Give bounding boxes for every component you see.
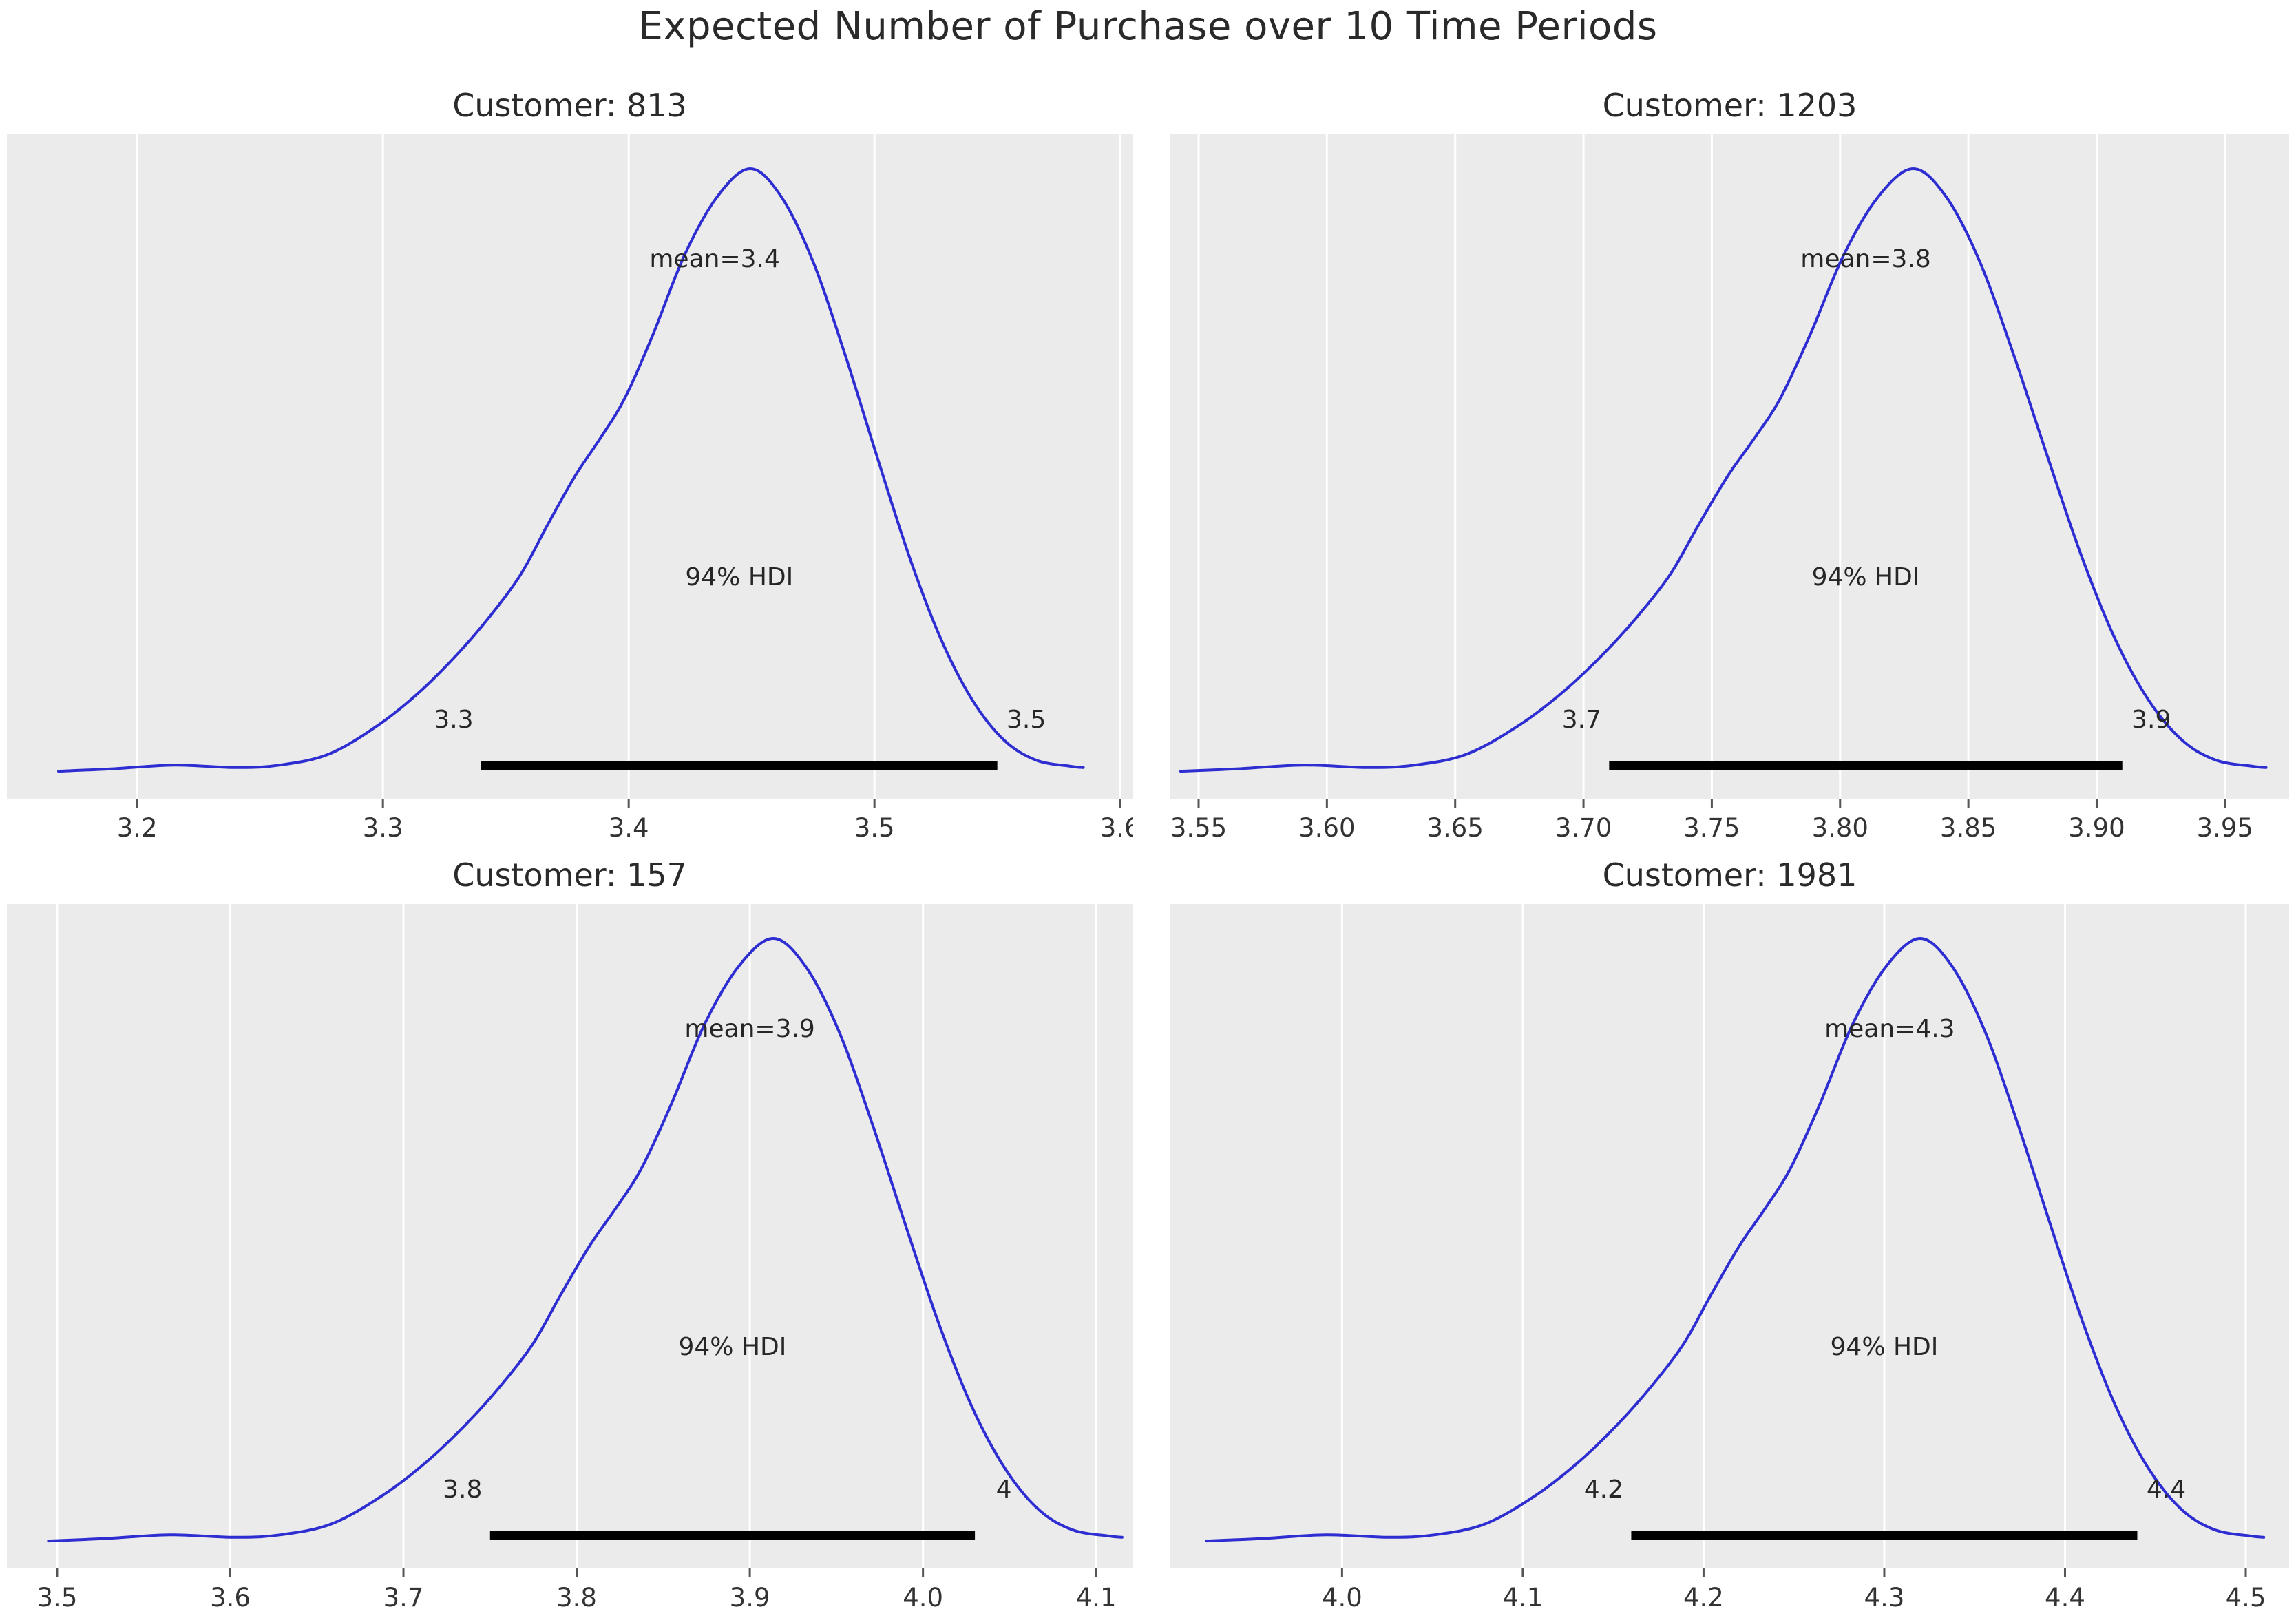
hdi-upper-value: 4	[996, 1475, 1012, 1504]
kde-curve	[57, 167, 1085, 773]
x-tick-label: 4.2	[1683, 1583, 1724, 1612]
x-tick-label: 3.7	[383, 1583, 424, 1612]
x-tick-label: 3.6	[1100, 813, 1133, 842]
mean-label: mean=3.8	[1800, 245, 1931, 273]
mean-label: mean=3.9	[684, 1015, 815, 1043]
plot-area: 4.0 4.1 4.2 4.3 4.4 4.5 mean=4.3 94% HDI 4.2 4.4	[1170, 904, 2289, 1612]
x-tick-label: 3.95	[2197, 813, 2253, 842]
plot-background	[1170, 134, 2289, 799]
hdi-label: 94% HDI	[1812, 563, 1920, 591]
x-tick-label: 4.3	[1864, 1583, 1905, 1612]
x-tick-label: 3.70	[1555, 813, 1612, 842]
hdi-lower-value: 3.8	[443, 1475, 482, 1504]
hdi-upper-value: 4.4	[2147, 1475, 2186, 1504]
plot-area: 3.5 3.6 3.7 3.8 3.9 4.0 4.1 mean=3.9 94% HDI 3.8 4	[7, 904, 1133, 1612]
figure-title: Expected Number of Purchase over 10 Time…	[638, 4, 1658, 49]
x-tick-label: 4.1	[1076, 1583, 1117, 1612]
x-tick-label: 3.75	[1683, 813, 1740, 842]
x-tick-label: 3.4	[609, 813, 649, 842]
kde-curve	[1179, 167, 2268, 773]
hdi-bar	[481, 761, 998, 770]
hdi-bar	[1609, 761, 2123, 770]
mean-label: mean=4.3	[1824, 1015, 1955, 1043]
x-tick-label: 3.3	[363, 813, 403, 842]
subplot-title-customer-157: Customer: 157	[452, 857, 687, 894]
x-tick-label: 3.65	[1427, 813, 1484, 842]
mean-label: mean=3.4	[649, 245, 780, 273]
hdi-lower-value: 3.3	[434, 706, 473, 734]
x-tick-label: 3.60	[1298, 813, 1355, 842]
x-tick-label: 3.6	[210, 1583, 251, 1612]
kde-curve	[1205, 936, 2266, 1543]
hdi-lower-value: 3.7	[1562, 706, 1601, 734]
hdi-bar	[489, 1531, 976, 1540]
hdi-label: 94% HDI	[1831, 1333, 1939, 1361]
plot-background	[7, 134, 1133, 799]
plot-area: 3.2 3.3 3.4 3.5 3.6 mean=3.4 94% HDI 3.3 3.5	[7, 134, 1133, 842]
x-tick-label: 3.2	[117, 813, 158, 842]
hdi-label: 94% HDI	[679, 1333, 787, 1361]
x-tick-label: 3.55	[1170, 813, 1227, 842]
subplot-title-customer-1981: Customer: 1981	[1602, 857, 1857, 894]
x-tick-label: 3.5	[854, 813, 895, 842]
hdi-label: 94% HDI	[685, 563, 793, 591]
x-tick-label: 4.1	[1502, 1583, 1543, 1612]
plot-area: 3.55 3.60 3.65 3.70 3.75 3.80 3.85 3.90 3.95 mean…	[1170, 134, 2289, 842]
plot-background	[7, 904, 1133, 1568]
x-tick-label: 3.90	[2068, 813, 2125, 842]
kde-curve	[47, 936, 1124, 1543]
plot-background	[1170, 904, 2289, 1568]
x-tick-label: 4.5	[2226, 1583, 2266, 1612]
x-tick-label: 4.4	[2045, 1583, 2085, 1612]
hdi-upper-value: 3.5	[1007, 706, 1046, 734]
x-tick-label: 4.0	[903, 1583, 943, 1612]
hdi-upper-value: 3.9	[2131, 706, 2171, 734]
x-tick-label: 3.80	[1812, 813, 1868, 842]
x-tick-label: 3.5	[37, 1583, 78, 1612]
subplot-title-customer-1203: Customer: 1203	[1602, 87, 1857, 124]
x-tick-label: 3.8	[556, 1583, 597, 1612]
hdi-lower-value: 4.2	[1584, 1475, 1623, 1504]
x-tick-label: 4.0	[1322, 1583, 1362, 1612]
x-tick-label: 3.85	[1940, 813, 1997, 842]
hdi-bar	[1631, 1531, 2138, 1540]
x-tick-label: 3.9	[730, 1583, 770, 1612]
subplot-title-customer-813: Customer: 813	[452, 87, 687, 124]
